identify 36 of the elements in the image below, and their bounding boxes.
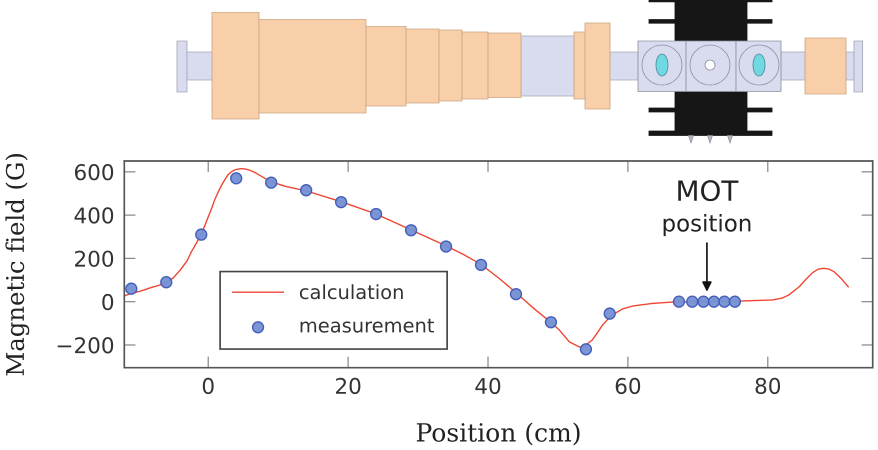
point xyxy=(604,307,616,320)
point xyxy=(686,296,698,308)
point xyxy=(300,184,312,196)
x-tick-label: 60 xyxy=(616,378,640,394)
legend-label: calculation xyxy=(300,284,403,300)
point xyxy=(544,316,558,328)
point xyxy=(474,258,488,272)
point xyxy=(334,196,348,208)
y-tick-label: 200 xyxy=(75,250,114,267)
point xyxy=(404,224,418,236)
legend-label: measurement xyxy=(300,318,434,333)
x-tick-label: 80 xyxy=(756,378,780,394)
x-axis-title: Position (cm) xyxy=(416,422,580,446)
point xyxy=(718,296,731,308)
point xyxy=(708,296,720,308)
point xyxy=(510,288,522,300)
point xyxy=(370,208,382,220)
point xyxy=(580,343,592,356)
y-tick-label: 600 xyxy=(74,164,114,180)
point xyxy=(160,276,172,288)
y-tick-label: −200 xyxy=(58,337,114,354)
y-tick-label: 0 xyxy=(102,294,114,310)
y-axis-title: Magnetic field (G) xyxy=(5,154,30,376)
x-tick-label: 20 xyxy=(336,378,360,394)
point xyxy=(265,176,278,189)
point xyxy=(230,172,242,184)
point xyxy=(697,296,710,308)
x-tick-label: 0 xyxy=(202,378,214,394)
x-tick-label: 40 xyxy=(475,378,500,394)
annotation: MOT position xyxy=(664,180,750,236)
point xyxy=(440,240,452,253)
y-tick-label: 400 xyxy=(74,207,114,224)
point xyxy=(728,296,742,308)
point xyxy=(195,228,208,241)
point xyxy=(672,296,686,308)
point xyxy=(125,282,138,295)
